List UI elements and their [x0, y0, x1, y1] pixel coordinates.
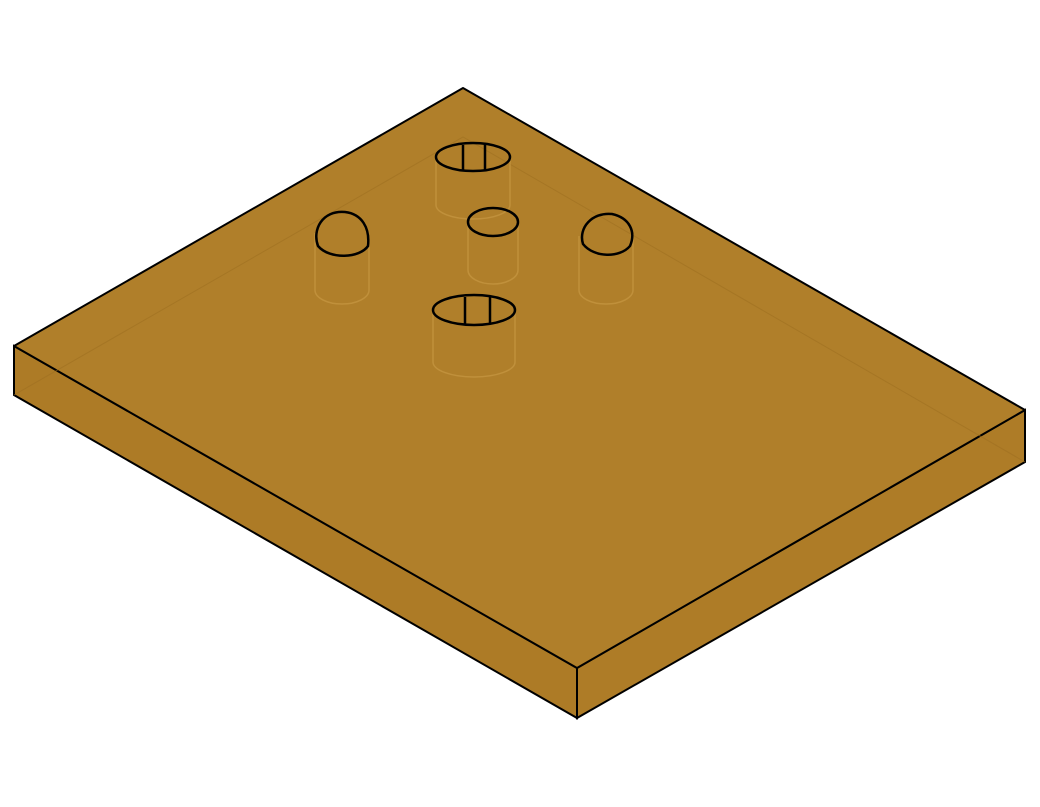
plate-top-face: [13, 87, 1026, 669]
hole-wall: [467, 222, 519, 285]
slot-hole: [434, 141, 512, 173]
round-hole: [580, 212, 634, 256]
slot-hole: [431, 293, 517, 327]
hole-wall: [432, 310, 516, 378]
round-hole: [466, 206, 520, 238]
hole-openings: [315, 141, 634, 327]
hidden-edge: [13, 136, 1026, 463]
hole-wall: [314, 233, 370, 305]
round-hole: [315, 210, 370, 257]
hole-wall: [578, 234, 634, 305]
